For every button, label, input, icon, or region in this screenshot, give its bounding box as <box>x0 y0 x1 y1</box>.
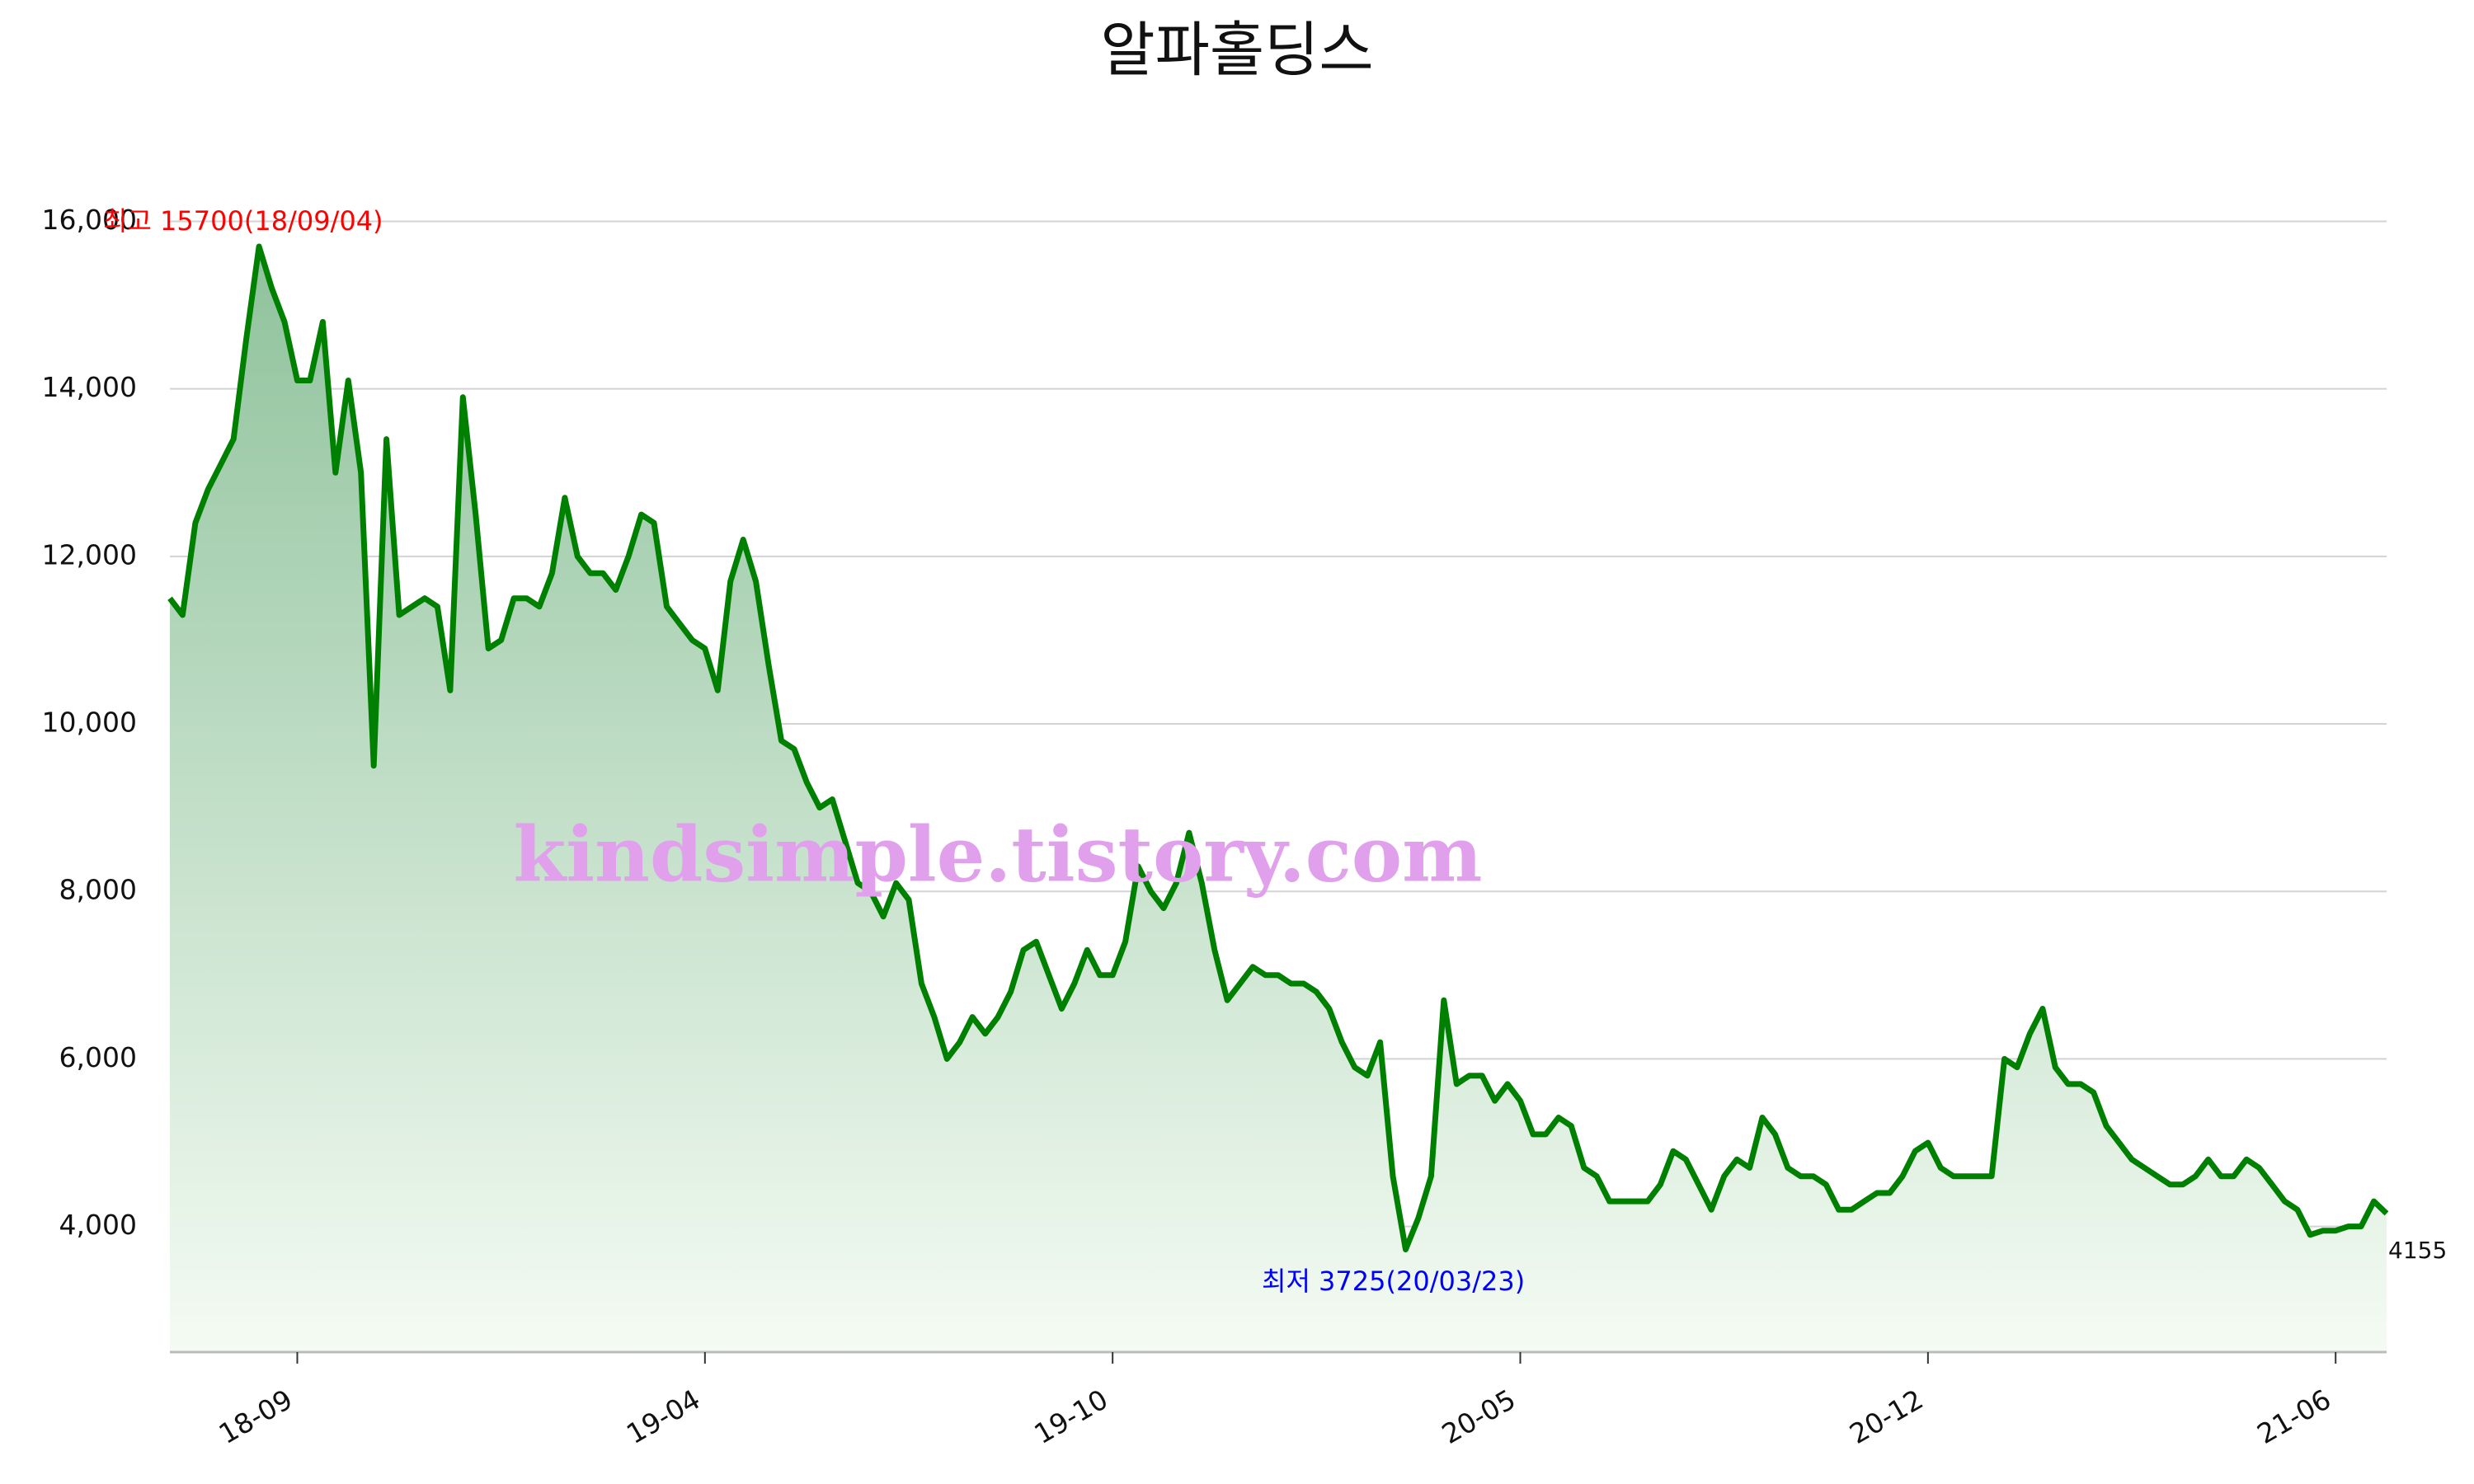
y-tick-label: 14,000 <box>42 371 137 403</box>
annotation-last: 4155 <box>2388 1237 2447 1264</box>
y-tick-label: 10,000 <box>42 707 137 739</box>
y-tick-label: 8,000 <box>59 874 137 906</box>
annotation-high: 최고 15700(18/09/04) <box>103 205 383 237</box>
chart-title: 알파홀딩스 <box>1100 16 1373 85</box>
annotation-low: 최저 3725(20/03/23) <box>1262 1266 1525 1297</box>
x-tick-label: 21-06 <box>2251 1383 2336 1450</box>
data <box>167 243 2389 1352</box>
x-tick-label: 18-09 <box>214 1383 299 1450</box>
y-tick-label: 4,000 <box>59 1209 137 1241</box>
x-tick-label: 20-05 <box>1437 1383 1522 1450</box>
y-tick-label: 6,000 <box>59 1041 137 1073</box>
x-tick-label: 19-04 <box>621 1383 706 1450</box>
x-tick-label: 20-12 <box>1844 1383 1929 1450</box>
area <box>170 247 2387 1352</box>
y-tick-label: 16,000 <box>42 204 137 236</box>
price-line <box>167 243 2389 1252</box>
y-tick-label: 12,000 <box>42 538 137 571</box>
x-tick-label: 19-10 <box>1028 1383 1113 1450</box>
watermark: kindsimple.tistory.com <box>513 810 1482 899</box>
